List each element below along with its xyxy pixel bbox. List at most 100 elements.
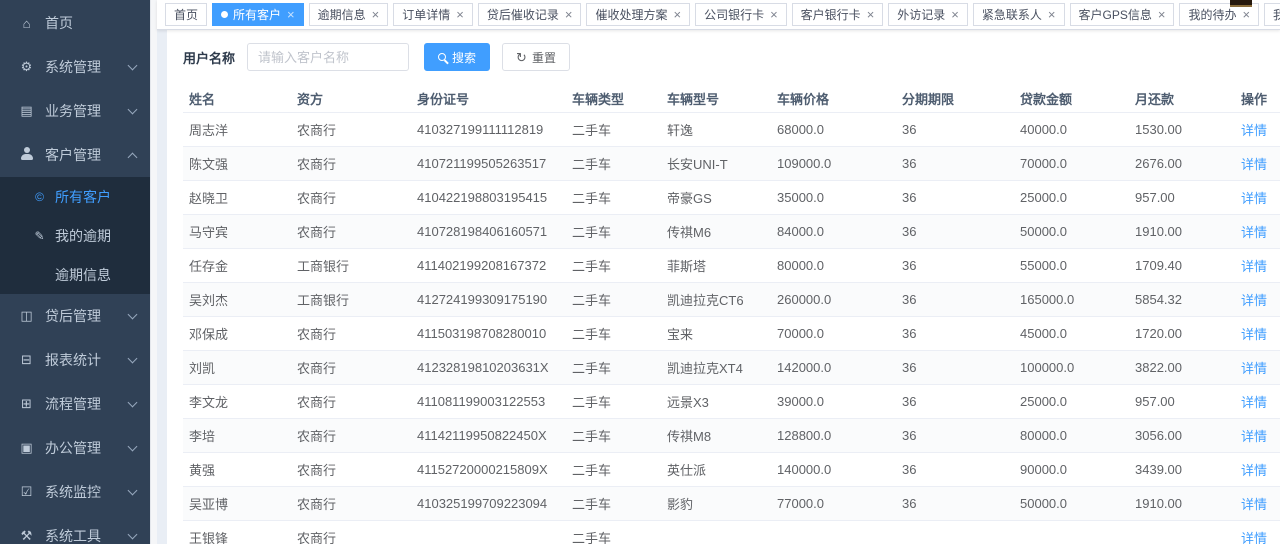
tab-6[interactable]: 公司银行卡 ×	[695, 3, 787, 26]
tab-close-icon[interactable]: ×	[1242, 7, 1251, 22]
tab-8[interactable]: 外访记录 ×	[888, 3, 968, 26]
customer-name-input[interactable]	[247, 43, 410, 71]
sidebar-item-all-clients[interactable]: © 所有客户	[0, 177, 150, 216]
sidebar-item-label: 流程管理	[45, 396, 101, 412]
sidebar-item-monitor[interactable]: ☑ 系统监控	[0, 470, 150, 514]
detail-link[interactable]: 详情	[1240, 156, 1267, 172]
sidebar-item-my-overdue[interactable]: ✎ 我的逾期	[0, 216, 150, 255]
tools-icon: ⚒	[20, 528, 33, 543]
chevron-down-icon	[127, 353, 138, 363]
cell-funder: 工商银行	[291, 247, 411, 282]
cell-funder: 农商行	[291, 349, 411, 384]
detail-link[interactable]: 详情	[1240, 462, 1267, 478]
sidebar-item-customers[interactable]: 客户管理	[0, 133, 150, 177]
cell-id_number: 41232819810203631X	[411, 349, 566, 384]
detail-link[interactable]: 详情	[1240, 190, 1267, 206]
cell-vehicle_type: 二手车	[566, 145, 661, 180]
cell-name: 王银锋	[183, 519, 291, 544]
detail-link[interactable]: 详情	[1240, 428, 1267, 444]
tab-4[interactable]: 贷后催收记录 ×	[477, 3, 582, 26]
sidebar-item-business[interactable]: ▤ 业务管理	[0, 89, 150, 133]
tab-label: 贷后催收记录	[486, 8, 559, 22]
sidebar-item-office[interactable]: ▣ 办公管理	[0, 426, 150, 470]
cell-vehicle_price: 68000.0	[771, 111, 896, 146]
detail-link[interactable]: 详情	[1240, 496, 1267, 512]
tab-3[interactable]: 订单详情 ×	[393, 3, 473, 26]
cell-funder: 工商银行	[291, 281, 411, 316]
detail-link[interactable]: 详情	[1240, 360, 1267, 376]
tab-2[interactable]: 逾期信息 ×	[308, 3, 389, 26]
cell-monthly_payment: 1720.00	[1129, 315, 1234, 350]
tab-close-icon[interactable]: ×	[371, 7, 380, 22]
home-icon: ⌂	[22, 15, 31, 31]
tab-0[interactable]: 首页	[165, 3, 208, 26]
cell-action: 详情	[1234, 111, 1280, 146]
sidebar-item-label: 逾期信息	[55, 266, 111, 283]
cell-action: 详情	[1234, 281, 1280, 316]
search-button[interactable]: 搜索	[424, 43, 491, 71]
table-row: 王银锋 农商行 二手车 详情	[183, 519, 1280, 544]
tab-close-icon[interactable]: ×	[1047, 7, 1056, 22]
table-row: 吴亚博 农商行 410325199709223094 二手车 影豹 77000.0 36 50…	[183, 485, 1280, 520]
cell-name: 陈文强	[183, 145, 291, 180]
sidebar-item-post-loan[interactable]: ◫ 贷后管理	[0, 294, 150, 338]
tab-label: 公司银行卡	[704, 8, 765, 22]
sidebar-item-process[interactable]: ⊞ 流程管理	[0, 382, 150, 426]
detail-link[interactable]: 详情	[1240, 258, 1267, 274]
tab-close-icon[interactable]: ×	[866, 7, 875, 22]
detail-link[interactable]: 详情	[1240, 292, 1267, 308]
post-loan-icon: ◫	[20, 308, 33, 323]
cell-funder: 农商行	[291, 519, 411, 544]
sidebar-item-tools[interactable]: ⚒ 系统工具	[0, 514, 150, 544]
sidebar-item-label: 办公管理	[45, 440, 101, 456]
cell-vehicle_type: 二手车	[566, 485, 661, 520]
cell-vehicle_type: 二手车	[566, 349, 661, 384]
detail-link[interactable]: 详情	[1240, 122, 1267, 138]
cell-vehicle_type: 二手车	[566, 179, 661, 214]
tab-label: 客户GPS信息	[1078, 8, 1152, 22]
cell-name: 李文龙	[183, 383, 291, 418]
table-row: 刘凯 农商行 41232819810203631X 二手车 凯迪拉克XT4 142000.…	[183, 349, 1280, 384]
cell-loan_amount: 100000.0	[1014, 349, 1129, 384]
business-icon: ▤	[20, 103, 33, 118]
tab-7[interactable]: 客户银行卡 ×	[791, 3, 884, 26]
detail-link[interactable]: 详情	[1240, 224, 1267, 240]
tab-close-icon[interactable]: ×	[564, 7, 573, 22]
tab-close-icon[interactable]: ×	[673, 7, 682, 22]
detail-link[interactable]: 详情	[1240, 394, 1267, 410]
cell-funder: 农商行	[291, 451, 411, 486]
tab-close-icon[interactable]: ×	[1157, 7, 1166, 22]
sidebar-item-home[interactable]: ⌂ 首页	[0, 1, 150, 45]
tab-9[interactable]: 紧急联系人 ×	[972, 3, 1065, 26]
clients-icon: ©	[35, 189, 44, 204]
sidebar-item-overdue-info[interactable]: 逾期信息	[0, 255, 150, 294]
cell-vehicle_price: 84000.0	[771, 213, 896, 248]
avatar-partial-image	[1230, 0, 1252, 7]
cell-funder: 农商行	[291, 179, 411, 214]
detail-link[interactable]: 详情	[1240, 530, 1267, 544]
sidebar-item-reports[interactable]: ⊟ 报表统计	[0, 338, 150, 382]
tab-10[interactable]: 客户GPS信息 ×	[1069, 3, 1175, 26]
sidebar-item-label: 贷后管理	[45, 308, 101, 324]
tab-close-icon[interactable]: ×	[456, 7, 464, 22]
sidebar-item-system[interactable]: ⚙ 系统管理	[0, 45, 150, 89]
sidebar-scrollbar[interactable]	[150, 0, 157, 544]
tab-5[interactable]: 催收处理方案 ×	[586, 3, 691, 26]
cell-funder: 农商行	[291, 417, 411, 452]
tab-12[interactable]: 我的流程×	[1264, 3, 1280, 26]
tab-close-icon[interactable]: ×	[951, 7, 959, 22]
cell-funder: 农商行	[291, 111, 411, 146]
cell-vehicle_model: 传祺M6	[661, 213, 771, 248]
cell-name: 周志洋	[183, 111, 291, 146]
customers-submenu: © 所有客户 ✎ 我的逾期 逾期信息	[0, 177, 150, 294]
reset-button[interactable]: ↻ 重置	[502, 43, 570, 71]
tab-1[interactable]: 所有客户 ×	[212, 3, 304, 26]
tab-close-icon[interactable]: ×	[770, 7, 778, 22]
tab-11[interactable]: 我的待办 ×	[1179, 3, 1260, 26]
cell-vehicle_price: 80000.0	[771, 247, 896, 282]
tab-label: 客户银行卡	[800, 8, 861, 22]
cell-monthly_payment: 5854.32	[1129, 281, 1234, 316]
tab-label: 外访记录	[897, 8, 946, 22]
tab-close-icon[interactable]: ×	[287, 7, 295, 22]
detail-link[interactable]: 详情	[1240, 326, 1267, 342]
